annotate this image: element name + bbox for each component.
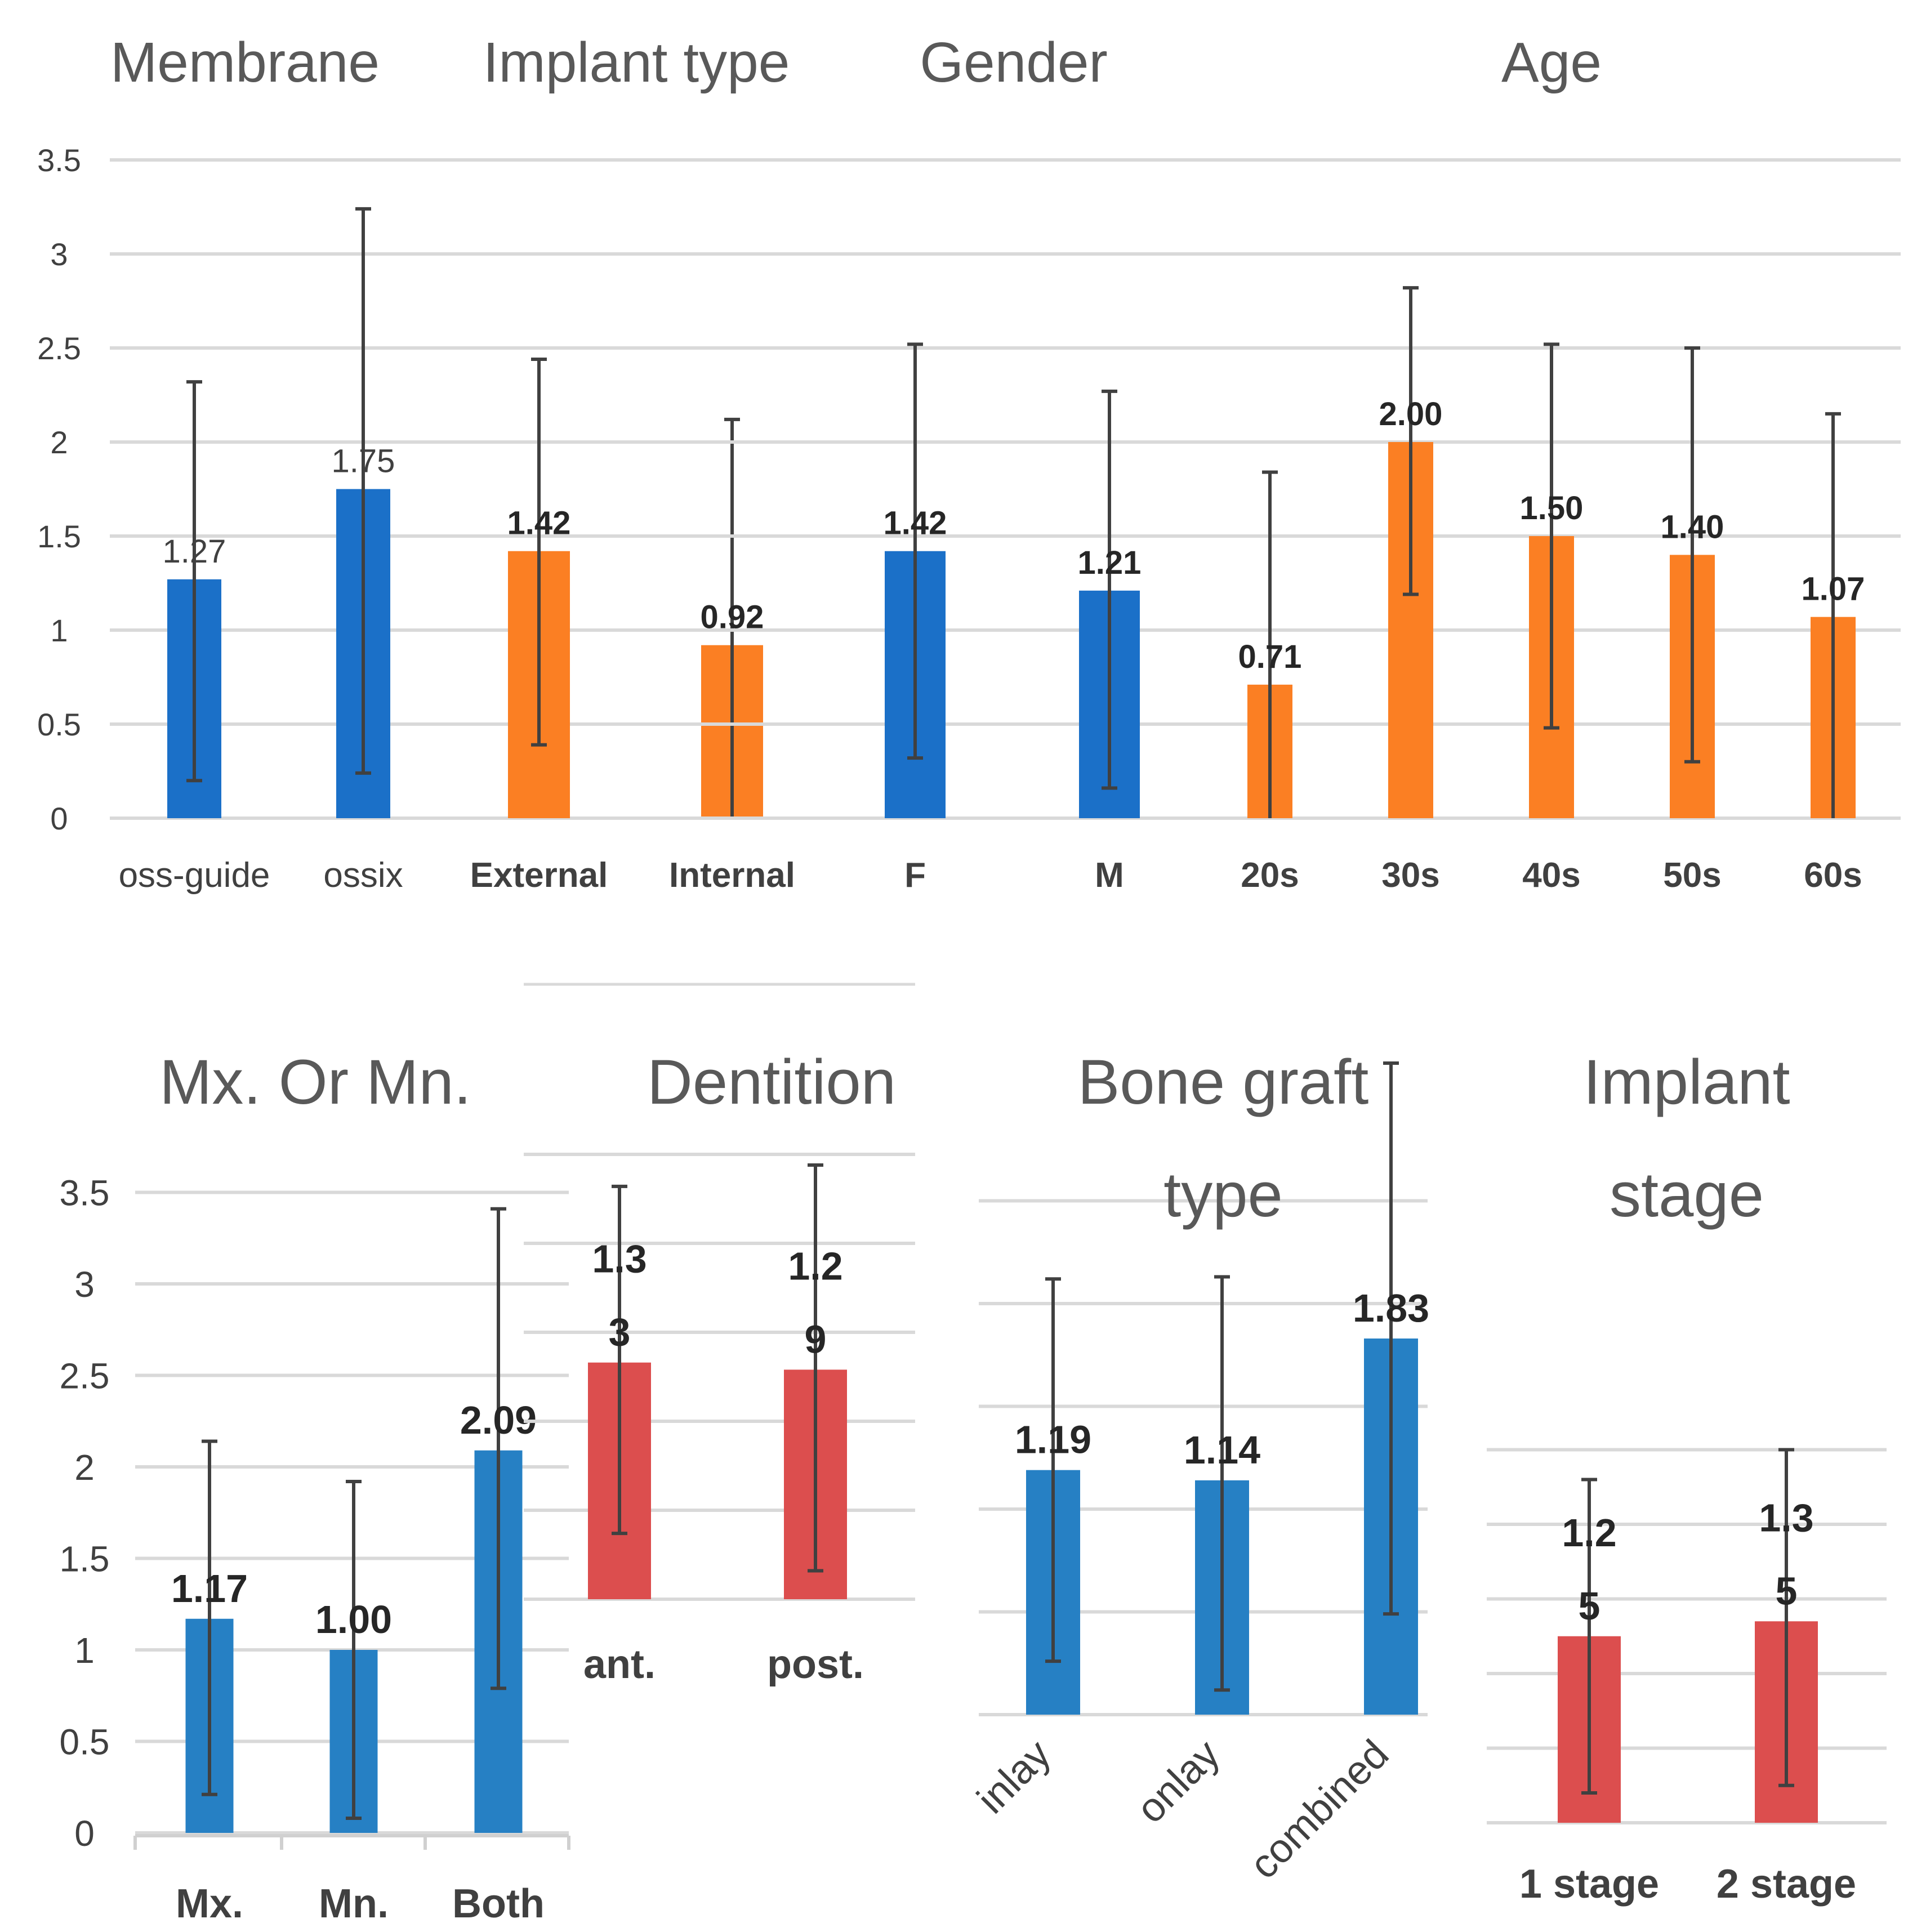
data-label: 1.40: [1661, 508, 1724, 545]
category-label: Mn.: [319, 1881, 389, 1926]
category-label: inlay: [969, 1732, 1059, 1822]
category-label: ant.: [583, 1642, 656, 1687]
data-label: 1.3 3: [592, 1237, 647, 1354]
data-label: 1.14: [1184, 1428, 1260, 1472]
y-tick-label: 3: [50, 237, 68, 272]
data-label: 1.3 5: [1759, 1496, 1813, 1613]
data-label: 2.00: [1379, 396, 1443, 432]
y-tick-label: 2.5: [60, 1356, 110, 1396]
category-label: 20s: [1241, 856, 1299, 895]
category-label: 30s: [1381, 856, 1439, 895]
chart-title: Mx. Or Mn.: [159, 1047, 471, 1117]
chart-title: type: [1163, 1159, 1283, 1230]
y-tick-label: 3.5: [60, 1173, 110, 1213]
category-label: Both: [452, 1881, 545, 1926]
chart-title: Dentition: [647, 1047, 896, 1117]
y-tick-label: 0.5: [37, 707, 81, 742]
data-label: 1.27: [163, 533, 226, 570]
data-label: 1.75: [332, 443, 395, 480]
category-label: 2 stage: [1717, 1862, 1856, 1907]
y-tick-label: 2: [50, 425, 68, 460]
y-tick-label: 0.5: [60, 1722, 110, 1763]
y-tick-label: 1: [50, 613, 68, 648]
y-tick-label: 1: [74, 1630, 95, 1671]
data-label: 1.42: [507, 505, 571, 542]
category-label: 1 stage: [1519, 1862, 1659, 1907]
category-label: oss-guide: [119, 856, 270, 895]
chart-title: Age: [1501, 31, 1602, 94]
category-label: Mx.: [176, 1881, 243, 1926]
y-tick-label: 1.5: [60, 1539, 110, 1579]
data-label: 0.71: [1238, 639, 1302, 675]
chart-title: Gender: [920, 31, 1108, 94]
y-tick-label: 2.5: [37, 331, 81, 366]
chart-title: Bone graft: [1078, 1047, 1369, 1117]
data-label: 1.2 9: [788, 1244, 842, 1361]
y-tick-label: 0: [74, 1813, 95, 1854]
category-label: onlay: [1128, 1732, 1228, 1832]
chart-title: Implant: [1583, 1047, 1790, 1117]
data-label: 1.50: [1520, 490, 1584, 526]
data-label: 1.42: [884, 505, 947, 542]
category-label: External: [470, 856, 608, 895]
data-label: 1.21: [1078, 545, 1142, 581]
data-label: 1.83: [1353, 1286, 1429, 1330]
category-label: 50s: [1663, 856, 1721, 895]
category-label: combined: [1241, 1732, 1397, 1888]
y-tick-label: 3.5: [37, 142, 81, 178]
data-label: 1.19: [1015, 1418, 1091, 1462]
category-label: M: [1095, 856, 1124, 895]
category-label: Internal: [669, 856, 795, 895]
chart-title: Implant type: [483, 31, 790, 94]
data-label: 1.2 5: [1562, 1511, 1616, 1628]
data-label: 1.07: [1802, 571, 1865, 608]
category-label: 60s: [1804, 856, 1862, 895]
category-label: ossix: [323, 856, 403, 895]
chart-title: Membrane: [110, 31, 380, 94]
category-label: 40s: [1522, 856, 1580, 895]
category-label: F: [904, 856, 926, 895]
y-tick-label: 3: [74, 1264, 95, 1305]
data-label: 1.17: [171, 1567, 248, 1610]
y-tick-label: 2: [74, 1447, 95, 1488]
y-tick-label: 0: [50, 801, 68, 836]
data-label: 1.00: [315, 1598, 392, 1641]
chart-title: stage: [1610, 1159, 1764, 1230]
category-label: post.: [767, 1642, 864, 1687]
y-tick-label: 1.5: [37, 519, 81, 554]
